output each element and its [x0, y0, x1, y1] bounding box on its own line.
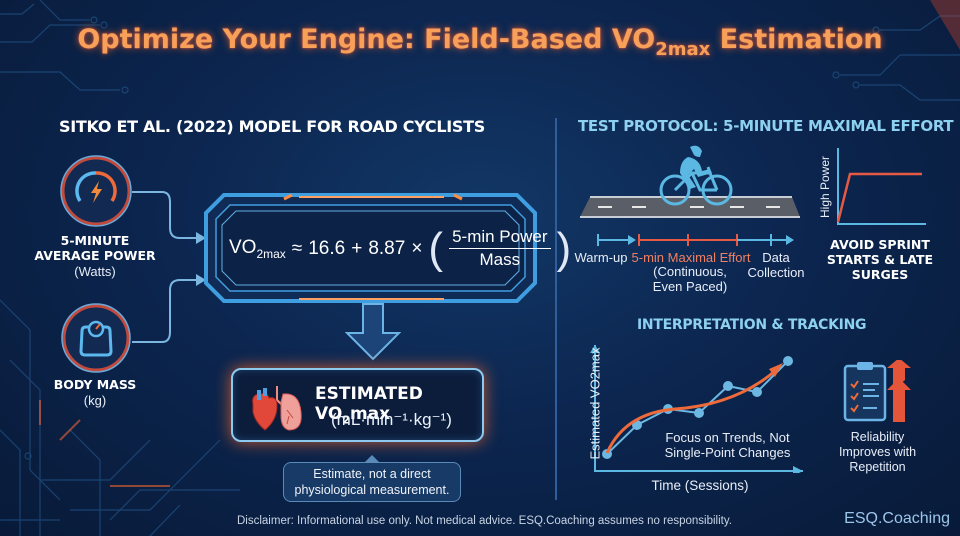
trend-annotation: Focus on Trends, Not Single-Point Change…	[664, 430, 791, 460]
speedometer-bolt-icon	[60, 155, 132, 227]
vo2max-formula: VO2max ≈ 16.6 + 8.87 × ( 5-min Power Mas…	[229, 223, 572, 273]
power-input-unit: (Watts)	[74, 264, 116, 279]
interpretation-section-title: INTERPRETATION & TRACKING	[637, 317, 867, 333]
power-input-node	[60, 155, 132, 227]
data-points	[602, 356, 793, 459]
section-divider	[555, 118, 557, 500]
vo2max-trend-chart	[590, 345, 803, 473]
phase-warmup: Warm-up	[574, 250, 628, 265]
result-unit: (mL·min⁻¹·kg⁻¹)	[331, 410, 452, 429]
input-connectors	[132, 191, 206, 343]
estimated-vo2max-result: ESTIMATED VO2max (mL·min⁻¹·kg⁻¹)	[231, 368, 484, 442]
avoid-sprint-caption: AVOID SPRINT STARTS & LATE SURGES	[826, 237, 934, 282]
weighing-scale-icon	[61, 303, 131, 373]
page-title: Optimize Your Engine: Field-Based VO2max…	[77, 24, 883, 60]
note-pointer	[364, 455, 380, 463]
model-section-title: SITKO ET AL. (2022) MODEL FOR ROAD CYCLI…	[59, 117, 485, 136]
power-chart-ylabel: High Power	[818, 155, 832, 219]
formula-lhs: VO2max	[229, 236, 286, 261]
clipboard-checklist-icon	[843, 360, 911, 422]
formula-frame	[204, 193, 537, 303]
estimate-disclaimer-note: Estimate, not a direct physiological mea…	[283, 462, 461, 502]
phase-data-collection: Data Collection	[747, 250, 805, 280]
trend-chart-ylabel: Estimated VO2max	[587, 347, 603, 460]
down-arrow-icon	[345, 303, 401, 361]
power-input-label: 5-MINUTE AVERAGE POWER	[34, 233, 156, 263]
cyclist-road-illustration	[580, 145, 800, 218]
phase-maximal-effort: 5-min Maximal Effort	[631, 250, 751, 265]
phase-effort-detail: (Continuous, Even Paced)	[652, 264, 728, 294]
protocol-section-title: TEST PROTOCOL: 5-MINUTE MAXIMAL EFFORT	[578, 117, 954, 135]
brand-logo-text: ESQ.Coaching	[844, 510, 950, 527]
power-mass-fraction: 5-min Power Mass	[449, 226, 551, 271]
reliability-caption: Reliability Improves with Repetition	[838, 430, 917, 474]
footer-disclaimer: Disclaimer: Informational use only. Not …	[237, 515, 732, 527]
mass-input-node	[61, 303, 131, 373]
trend-chart-xlabel: Time (Sessions)	[651, 478, 749, 493]
heart-lungs-icon	[252, 386, 302, 431]
result-title: ESTIMATED VO2max	[315, 384, 423, 427]
even-power-chart	[836, 148, 926, 225]
mass-input-unit: (kg)	[83, 393, 107, 408]
mass-input-label: BODY MASS	[53, 377, 137, 392]
protocol-timeline	[597, 234, 794, 246]
